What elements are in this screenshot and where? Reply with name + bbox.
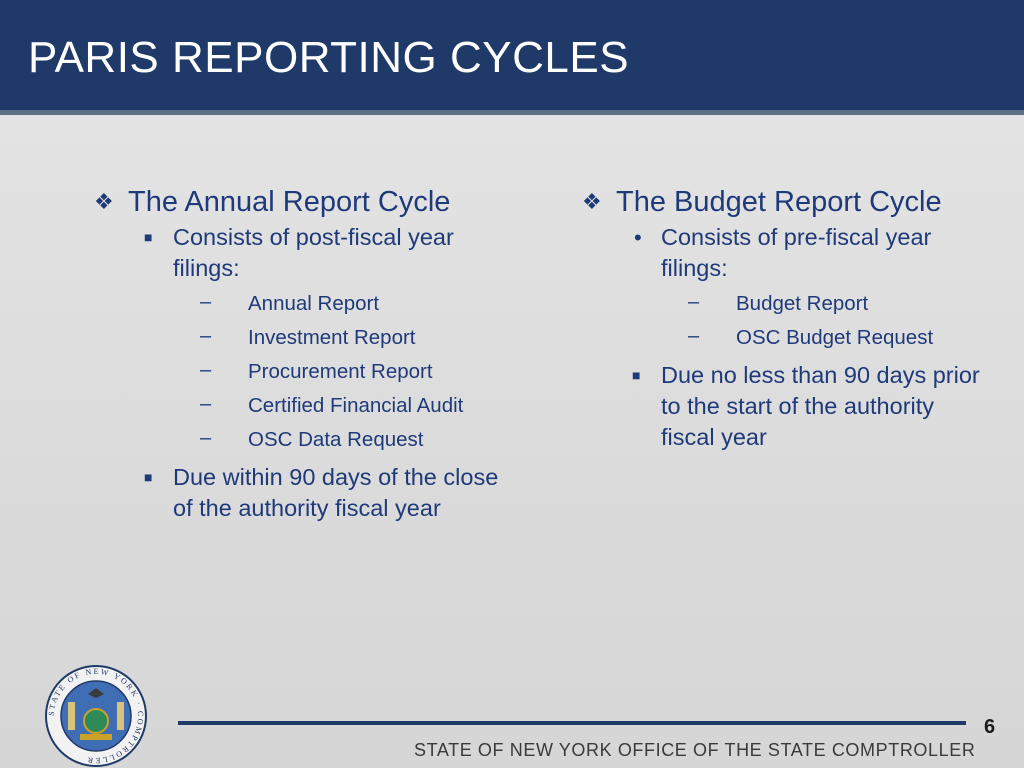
list-item-text: OSC Data Request [248,428,424,451]
list-item: – Budget Report [688,290,1002,318]
title-divider [0,110,1024,115]
list-item: – OSC Data Request [200,426,514,454]
footer-text: STATE OF NEW YORK OFFICE OF THE STATE CO… [414,740,976,760]
dash-bullet-icon: – [688,291,700,313]
diamond-bullet-icon: ❖ [94,189,114,214]
list-item: – Certified Financial Audit [200,392,514,420]
slide-title: PARIS REPORTING CYCLES [28,33,630,82]
dash-bullet-icon: – [200,291,212,313]
dot-bullet-icon: • [634,225,642,250]
list-item-text: Annual Report [248,292,380,315]
list-item-text: Investment Report [248,326,416,349]
bullet-due-no-less: ■ Due no less than 90 days prior to the … [632,360,1002,453]
new-york-state-seal-icon: STATE OF NEW YORK · COMPTROLLER [45,665,147,767]
square-bullet-icon: ■ [144,229,153,245]
dash-bullet-icon: – [200,427,212,449]
list-item: – Procurement Report [200,358,514,386]
title-bar: PARIS REPORTING CYCLES [0,0,1024,115]
bullet-text: Consists of post-fiscal year filings: [173,224,454,281]
square-bullet-icon: ■ [632,367,641,383]
list-item-text: Budget Report [736,292,869,315]
list-item-text: Certified Financial Audit [248,394,464,417]
bullet-due-within: ■ Due within 90 days of the close of the… [144,462,514,524]
budget-cycle-heading: ❖ The Budget Report Cycle [582,184,1002,220]
bullet-pre-fiscal: • Consists of pre-fiscal year filings: [632,222,1002,284]
dash-bullet-icon: – [200,325,212,347]
list-item: – OSC Budget Request [688,324,1002,352]
bullet-text: Due no less than 90 days prior to the st… [661,362,980,450]
bullet-post-fiscal: ■ Consists of post-fiscal year filings: [144,222,514,284]
annual-cycle-heading-text: The Annual Report Cycle [128,186,451,218]
bullet-text: Consists of pre-fiscal year filings: [661,224,932,281]
list-item-text: Procurement Report [248,360,433,383]
annual-report-cycle-column: ❖ The Annual Report Cycle ■ Consists of … [94,184,514,524]
bullet-text: Due within 90 days of the close of the a… [173,464,499,521]
list-item-text: OSC Budget Request [736,326,934,349]
budget-cycle-heading-text: The Budget Report Cycle [616,186,942,218]
list-item: – Annual Report [200,290,514,318]
diamond-bullet-icon: ❖ [582,189,602,214]
dash-bullet-icon: – [200,393,212,415]
list-item: – Investment Report [200,324,514,352]
square-bullet-icon: ■ [144,469,153,485]
annual-cycle-heading: ❖ The Annual Report Cycle [94,184,514,220]
budget-report-cycle-column: ❖ The Budget Report Cycle • Consists of … [582,184,1002,453]
dash-bullet-icon: – [200,359,212,381]
footer-divider [178,721,966,725]
page-number: 6 [984,716,996,738]
dash-bullet-icon: – [688,325,700,347]
